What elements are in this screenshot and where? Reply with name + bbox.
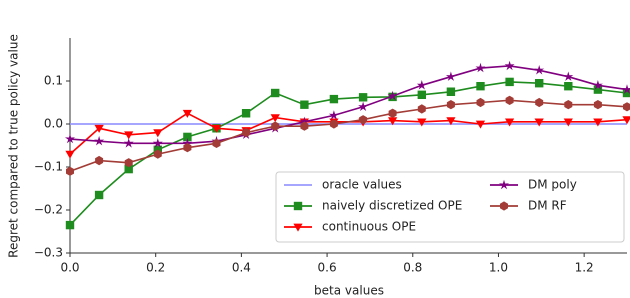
data-point — [622, 116, 630, 125]
data-point — [211, 124, 222, 133]
y-axis-label: Regret compared to true policy value — [7, 34, 21, 258]
data-point — [94, 135, 105, 146]
data-point — [65, 220, 75, 230]
data-point — [504, 60, 515, 71]
data-point — [358, 101, 369, 111]
data-point — [563, 71, 574, 81]
x-tick-label: 1.0 — [489, 261, 508, 275]
data-point — [271, 121, 280, 131]
legend-marker — [500, 201, 508, 211]
data-point — [359, 115, 368, 125]
data-point — [417, 90, 426, 99]
data-point — [388, 117, 398, 126]
data-point — [622, 84, 630, 94]
data-point — [416, 80, 427, 90]
legend-marker — [293, 223, 303, 232]
data-point — [153, 129, 163, 138]
data-point — [329, 94, 339, 104]
legend-marker — [499, 179, 509, 190]
data-point — [417, 118, 427, 127]
data-point — [593, 100, 602, 110]
data-point — [329, 119, 338, 129]
x-tick-label: 0.8 — [403, 261, 422, 275]
data-point — [299, 116, 310, 127]
data-point — [328, 110, 339, 120]
series-line — [69, 81, 628, 226]
data-point — [564, 100, 573, 110]
y-tick-label: 0.1 — [44, 74, 63, 88]
x-axis-label: beta values — [314, 284, 384, 298]
data-point — [475, 120, 486, 129]
data-point — [152, 138, 163, 148]
data-point — [95, 155, 104, 166]
series-line — [69, 99, 628, 173]
data-point — [123, 138, 134, 148]
y-tick-label: −0.2 — [34, 203, 63, 217]
data-point — [623, 102, 630, 112]
data-point — [182, 138, 193, 148]
data-point — [445, 71, 456, 81]
data-point — [592, 80, 603, 90]
data-point — [300, 100, 309, 109]
data-point — [124, 158, 133, 168]
data-point — [182, 109, 192, 118]
data-point — [593, 118, 603, 127]
data-point — [242, 128, 251, 138]
data-point — [124, 164, 133, 174]
data-point — [446, 87, 456, 96]
data-point — [153, 149, 162, 159]
data-point — [183, 143, 192, 153]
data-point — [183, 132, 192, 142]
data-point — [446, 117, 456, 126]
data-point — [446, 100, 455, 110]
data-point — [65, 150, 75, 159]
series-line — [69, 65, 628, 145]
data-point — [124, 131, 134, 140]
data-point — [271, 88, 280, 98]
x-tick-label: 0.0 — [60, 261, 79, 275]
data-point — [300, 121, 309, 131]
x-tick-label: 0.4 — [232, 261, 251, 275]
data-point — [476, 82, 485, 91]
legend-marker — [293, 201, 303, 211]
data-point — [387, 90, 398, 101]
data-point — [66, 166, 74, 176]
data-point — [535, 97, 544, 108]
data-point — [505, 118, 515, 127]
legend-label: naively discretized OPE — [322, 199, 462, 213]
data-point — [476, 97, 485, 108]
data-point — [563, 118, 573, 127]
data-point — [535, 79, 544, 88]
x-tick-label: 0.2 — [146, 261, 165, 275]
data-point — [241, 109, 251, 118]
data-point — [212, 138, 221, 148]
data-point — [388, 108, 397, 118]
data-point — [564, 82, 573, 91]
legend-label: DM RF — [528, 199, 567, 213]
data-point — [475, 62, 486, 73]
data-point — [94, 124, 104, 133]
data-point — [270, 114, 280, 123]
data-point — [505, 95, 514, 105]
legend-label: DM poly — [528, 178, 577, 192]
x-tick-label: 0.6 — [318, 261, 337, 275]
legend-label: continuous OPE — [322, 220, 416, 234]
data-point — [358, 93, 368, 102]
legend-box — [275, 171, 625, 243]
data-point — [417, 104, 426, 114]
legend-label: oracle values — [322, 178, 402, 192]
data-point — [534, 118, 544, 127]
y-tick-label: −0.3 — [34, 246, 63, 260]
x-tick-label: 1.2 — [575, 261, 594, 275]
data-point — [505, 77, 514, 87]
data-point — [94, 190, 104, 200]
data-point — [65, 133, 75, 144]
y-tick-label: 0.0 — [44, 117, 63, 131]
series-line — [69, 112, 628, 155]
y-tick-label: −0.1 — [34, 160, 63, 174]
data-point — [534, 65, 545, 75]
